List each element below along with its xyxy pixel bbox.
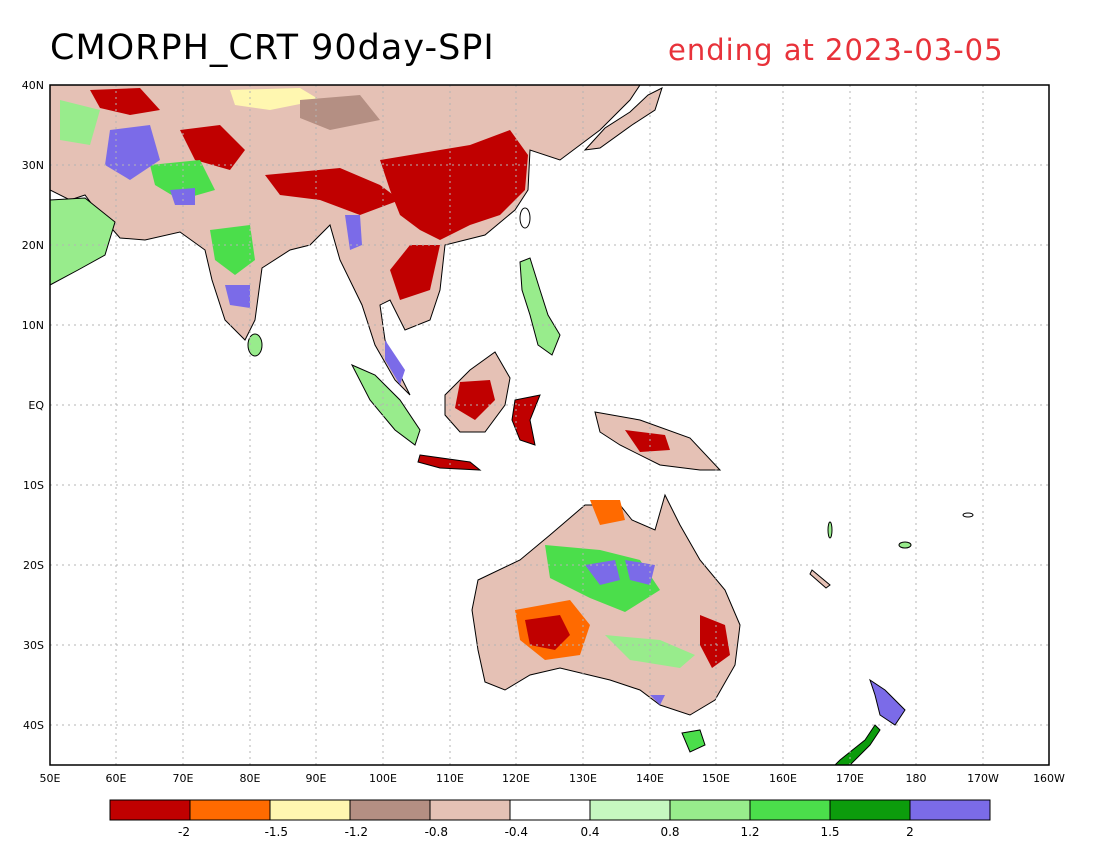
colorbar-label: -1.2 [345,825,368,839]
lon-label: 80E [240,772,261,785]
colorbar-swatch [349,799,431,821]
lat-label: 40N [22,79,44,92]
colorbar-swatch [669,799,751,821]
map-canvas [50,85,974,765]
colorbar-label: 0.4 [580,825,599,839]
longitude-labels: 50E 60E 70E 80E 90E 100E 110E 120E 130E … [40,772,1066,785]
sulawesi [511,394,541,446]
fiji [898,541,912,549]
lon-label: 110E [436,772,464,785]
lon-label: 130E [569,772,597,785]
latitude-labels: 40N 30N 20N 10N EQ 10S 20S 30S 40S [22,79,45,732]
colorbar-label: -0.4 [505,825,528,839]
lon-label: 180 [906,772,927,785]
colorbar-label: -0.8 [425,825,448,839]
australia [471,493,741,716]
japan [583,87,663,151]
lat-label: 20N [22,239,44,252]
lon-label: 50E [40,772,61,785]
vanuatu [827,521,833,539]
colorbar: -2 -1.5 -1.2 -0.8 -0.4 0.4 0.8 1.2 1.5 2 [109,799,991,839]
lon-label: 90E [306,772,327,785]
lon-label: 160E [769,772,797,785]
colorbar-label: 1.2 [740,825,759,839]
lat-label: 40S [23,719,44,732]
map-subtitle: ending at 2023-03-05 [668,33,1004,67]
colorbar-label: -2 [178,825,190,839]
colorbar-label: 0.8 [660,825,679,839]
spi-anomaly-patches [60,88,730,705]
colorbar-swatch [509,799,591,821]
lat-label: 10S [23,479,44,492]
map-frame [49,84,1050,766]
new-caledonia [809,569,831,589]
lat-label: 20S [23,559,44,572]
colorbar-swatch [909,799,991,821]
lon-label: 70E [173,772,194,785]
lon-label: 140E [636,772,664,785]
lat-label: 10N [22,319,44,332]
lat-label: 30S [23,639,44,652]
philippines [519,257,561,356]
colorbar-swatch [749,799,831,821]
tasmania [681,729,706,753]
lon-label: 100E [369,772,397,785]
lon-label: 120E [502,772,530,785]
lon-label: 170E [836,772,864,785]
colorbar-swatch [589,799,671,821]
lon-label: 60E [106,772,127,785]
colorbar-label: 2 [906,825,914,839]
lon-label: 160W [1033,772,1065,785]
lon-label: 170W [967,772,999,785]
arabia-landmass [50,197,116,286]
taiwan [519,207,531,229]
java [417,454,482,471]
colorbar-swatch [189,799,271,821]
colorbar-swatch [829,799,911,821]
colorbar-swatch [109,799,191,821]
map-title: CMORPH_CRT 90day-SPI [50,28,495,68]
colorbar-label: 1.5 [820,825,839,839]
gridlines [50,85,1049,765]
sri-lanka [247,333,263,357]
colorbar-swatch [429,799,511,821]
lon-label: 150E [702,772,730,785]
lat-label: 30N [22,159,44,172]
colorbar-label: -1.5 [265,825,288,839]
new-zealand-south [834,724,881,765]
new-zealand-north [869,678,906,726]
colorbar-swatch [269,799,351,821]
samoa [962,512,974,518]
lat-label: EQ [28,399,44,412]
